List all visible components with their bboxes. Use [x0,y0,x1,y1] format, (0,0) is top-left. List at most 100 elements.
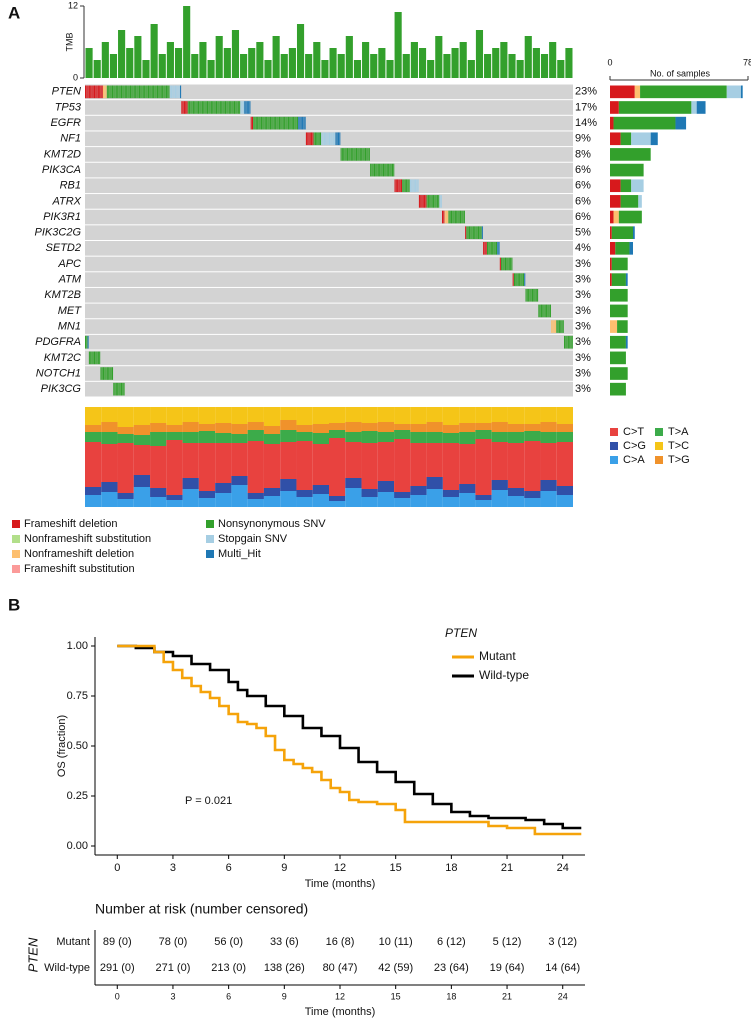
row-background [85,256,573,272]
spectrum-segment [280,442,297,479]
gene-label: APC [57,258,81,270]
mutation-cell [484,242,486,255]
spectrum-segment [459,423,476,432]
legend-label: Multi_Hit [218,548,261,560]
legend-swatch [12,565,20,573]
tmb-bar [199,42,207,78]
mutation-cell [560,320,562,333]
mutation-cell [526,288,528,302]
mutation-cell [302,116,304,130]
x-tick-label: 0 [607,57,612,67]
gene-label: MN1 [58,320,81,332]
tmb-bar [410,42,418,78]
mutation-cell [520,273,522,286]
y-tick-label: 1.00 [67,640,88,652]
risk-value: 42 (59) [378,962,413,974]
spectrum-segment [394,424,411,430]
legend-label: T>A [668,426,689,438]
spectrum-segment [150,407,167,423]
spectrum-segment [150,423,167,432]
spectrum-segment [85,487,102,495]
spectrum-segment [410,424,427,432]
mutation-cell [533,288,535,302]
mutation-cell [442,210,444,224]
row-background [85,366,573,381]
mutation-cell [227,101,229,114]
spectrum-segment [198,431,216,443]
spectrum-segment [540,407,557,422]
count-bar [631,179,644,193]
tmb-bar [240,54,248,78]
x-tick-label: 15 [391,991,401,1001]
mutation-cell [277,116,279,130]
tmb-bar [402,54,410,78]
mutation-cell [406,179,408,193]
gene-label: PIK3R1 [43,211,81,223]
mutation-cell [106,85,108,99]
mutation-cell [440,195,442,208]
mutation-cell [262,116,264,130]
spectrum-segment [540,480,557,491]
mutation-cell [95,85,97,99]
mutation-cell [538,304,540,318]
mutation-cell [86,335,88,349]
percent-label: 3% [575,305,591,317]
mutation-cell [190,101,192,114]
mutation-cell [325,132,327,146]
tmb-bar [565,48,573,78]
mutation-cell [85,335,87,349]
mutation-cell [530,288,532,302]
mutation-cell [198,101,200,114]
spectrum-segment [410,432,427,443]
mutation-cell [155,85,157,99]
mutation-cell [110,367,112,380]
tmb-bar [256,42,264,78]
mutation-cell [92,351,94,365]
mutation-cell [492,242,494,255]
gene-label: ATM [58,274,82,286]
mutation-cell [566,335,568,349]
mutation-cell [323,132,325,146]
spectrum-segment [394,498,411,507]
mutation-cell [427,195,429,208]
mutation-cell [99,85,101,99]
mutation-cell [253,116,255,130]
mutation-cell [411,179,413,193]
mutation-cell [226,101,228,114]
mutation-cell [271,116,273,130]
mutation-cell [162,85,164,99]
gene-label: MET [58,305,83,317]
mutation-cell [101,367,103,380]
mutation-cell [259,116,261,130]
count-bar [610,210,614,224]
spectrum-segment [459,432,476,444]
mutation-cell [201,101,203,114]
tmb-bar [557,60,565,78]
mutation-cell [173,85,175,99]
mutation-cell [540,304,542,318]
mutation-cell [470,226,472,239]
spectrum-segment [198,491,216,498]
mutation-cell [168,85,170,99]
mutation-cell [129,85,132,99]
mutation-cell [85,85,87,99]
mutation-cell [97,351,99,365]
percent-label: 3% [575,320,591,332]
mutation-cell [362,148,364,161]
spectrum-segment [361,431,378,443]
mutation-cell [531,288,533,302]
mutation-cell [371,163,373,177]
spectrum-segment [296,490,313,497]
mutation-cell [314,132,316,146]
mutation-cell [291,116,293,130]
mutation-cell [278,116,280,130]
spectrum-segment [329,438,346,496]
mutation-cell [570,335,572,349]
mutation-cell [183,101,185,114]
mutation-cell [553,320,555,333]
tmb-bar [516,60,524,78]
spectrum-segment [215,443,232,483]
tmb-bar [305,54,313,78]
spectrum-segment [410,407,427,424]
count-bar [611,257,628,271]
